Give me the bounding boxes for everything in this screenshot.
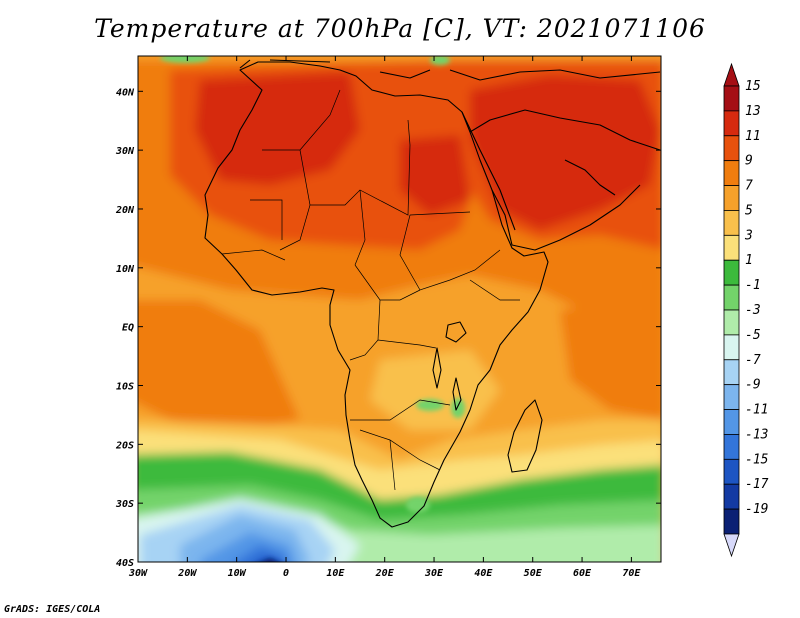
lon-tick-label: 30W	[128, 568, 148, 579]
colorbar-swatch	[723, 409, 740, 435]
colorbar: 15 13 11 9 7 5 3 1 -1 -3 -5 -7 -9 -11 -13 -15 -17 -19	[723, 62, 769, 558]
colorbar-label: 13	[745, 104, 761, 119]
colorbar-label: 15	[745, 79, 761, 94]
coastline-arabia	[469, 109, 661, 251]
colorbar-swatch	[723, 309, 740, 336]
coastline-madagascar	[507, 399, 543, 473]
lon-tick-label: 20W	[177, 568, 197, 579]
lat-tick-label: 10S	[116, 381, 134, 392]
colorbar-swatch	[723, 110, 740, 137]
colorbar-label: -7	[745, 353, 761, 368]
coastline-africa	[204, 61, 549, 528]
lat-tick-label: 30S	[115, 499, 134, 510]
tick-marks	[137, 56, 661, 563]
colorbar-label: -5	[745, 328, 761, 343]
field-15c-egypt	[400, 135, 470, 215]
colorbar-swatch	[723, 135, 740, 162]
lat-tick-label: 40N	[116, 87, 135, 98]
colorbar-swatch	[723, 458, 740, 485]
field-cool-spot-zambia	[416, 399, 444, 411]
colorbar-label: 5	[745, 203, 753, 218]
lon-tick-label: 20E	[375, 568, 395, 579]
field-m17c-core	[261, 558, 279, 562]
colorbar-swatch	[723, 234, 740, 261]
field-cool-spot-iberia	[160, 56, 210, 63]
colorbar-swatch	[723, 160, 740, 186]
lon-tick-label: 50E	[524, 568, 543, 579]
lat-tick-label: 10N	[116, 264, 135, 275]
colorbar-label: -19	[745, 502, 768, 517]
longitude-tick-labels: 30W 20W 10W 0 10E 20E 30E 40E 50E 60E 70E	[128, 568, 641, 579]
lat-tick-label: 30N	[115, 146, 135, 157]
plot-frame	[137, 55, 662, 563]
lake-malawi	[452, 377, 462, 411]
colorbar-label: 1	[745, 253, 753, 268]
lake-tanganyika	[432, 347, 442, 389]
colorbar-swatch	[723, 508, 740, 535]
lat-tick-label: 40S	[116, 558, 134, 569]
lon-tick-label: 40E	[474, 568, 493, 579]
colorbar-label: -1	[745, 278, 761, 293]
lat-tick-label: EQ	[122, 323, 134, 334]
lon-tick-label: 10E	[326, 568, 345, 579]
credit-label: GrADS: IGES/COLA	[4, 604, 101, 615]
latitude-tick-labels: 40N 30N 20N 10N EQ 10S 20S 30S 40S	[115, 87, 135, 569]
colorbar-label: -13	[745, 427, 768, 442]
lon-tick-label: 30E	[424, 568, 444, 579]
colorbar-swatch	[723, 359, 740, 386]
colorbar-swatch	[723, 259, 740, 286]
lon-tick-label: 60E	[573, 568, 592, 579]
colorbar-label: 11	[745, 129, 761, 144]
colorbar-top-arrow	[723, 62, 740, 87]
lat-tick-label: 20N	[115, 205, 135, 216]
field-cool-spot-malawi	[451, 398, 465, 418]
colorbar-swatch	[723, 284, 740, 311]
field-7c-central	[370, 350, 500, 430]
field-11c-west-ocean	[138, 300, 300, 430]
colorbar-label: 7	[745, 179, 753, 194]
colorbar-label: -17	[745, 477, 769, 492]
colorbar-swatch	[723, 210, 740, 236]
colorbar-label: -3	[745, 303, 761, 318]
lat-tick-label: 20S	[115, 440, 134, 451]
field-15c-arabia	[470, 75, 660, 230]
lake-victoria	[445, 321, 467, 343]
colorbar-label: 3	[744, 228, 753, 243]
colorbar-swatch	[723, 334, 740, 361]
coastline-persian-gulf	[564, 159, 616, 196]
colorbar-swatch	[723, 483, 740, 510]
temperature-field	[138, 56, 661, 562]
colorbar-label: -15	[745, 452, 769, 467]
colorbar-label: 9	[745, 154, 753, 169]
field-cool-spot-atlas	[430, 56, 450, 65]
lon-tick-label: 0	[283, 568, 289, 579]
coastline-europe	[239, 59, 661, 81]
coastline-red-sea	[461, 111, 516, 231]
field-15c-nw-africa	[195, 72, 360, 185]
field-cool-spot-lesotho	[406, 497, 430, 513]
colorbar-swatch	[723, 85, 740, 112]
colorbar-swatch	[723, 185, 740, 211]
coastlines	[204, 59, 661, 528]
colorbar-label: -11	[745, 403, 768, 418]
country-borders	[221, 89, 520, 491]
lon-tick-label: 70E	[622, 568, 641, 579]
field-11c-indian	[560, 300, 661, 420]
colorbar-bottom-arrow	[723, 533, 740, 558]
lon-tick-label: 10W	[228, 568, 247, 579]
colorbar-label: -9	[745, 378, 761, 393]
field-m13c	[234, 545, 287, 562]
map-title: Temperature at 700hPa [C], VT: 202107110…	[94, 14, 706, 43]
colorbar-swatch	[723, 434, 740, 460]
colorbar-swatch	[723, 384, 740, 410]
